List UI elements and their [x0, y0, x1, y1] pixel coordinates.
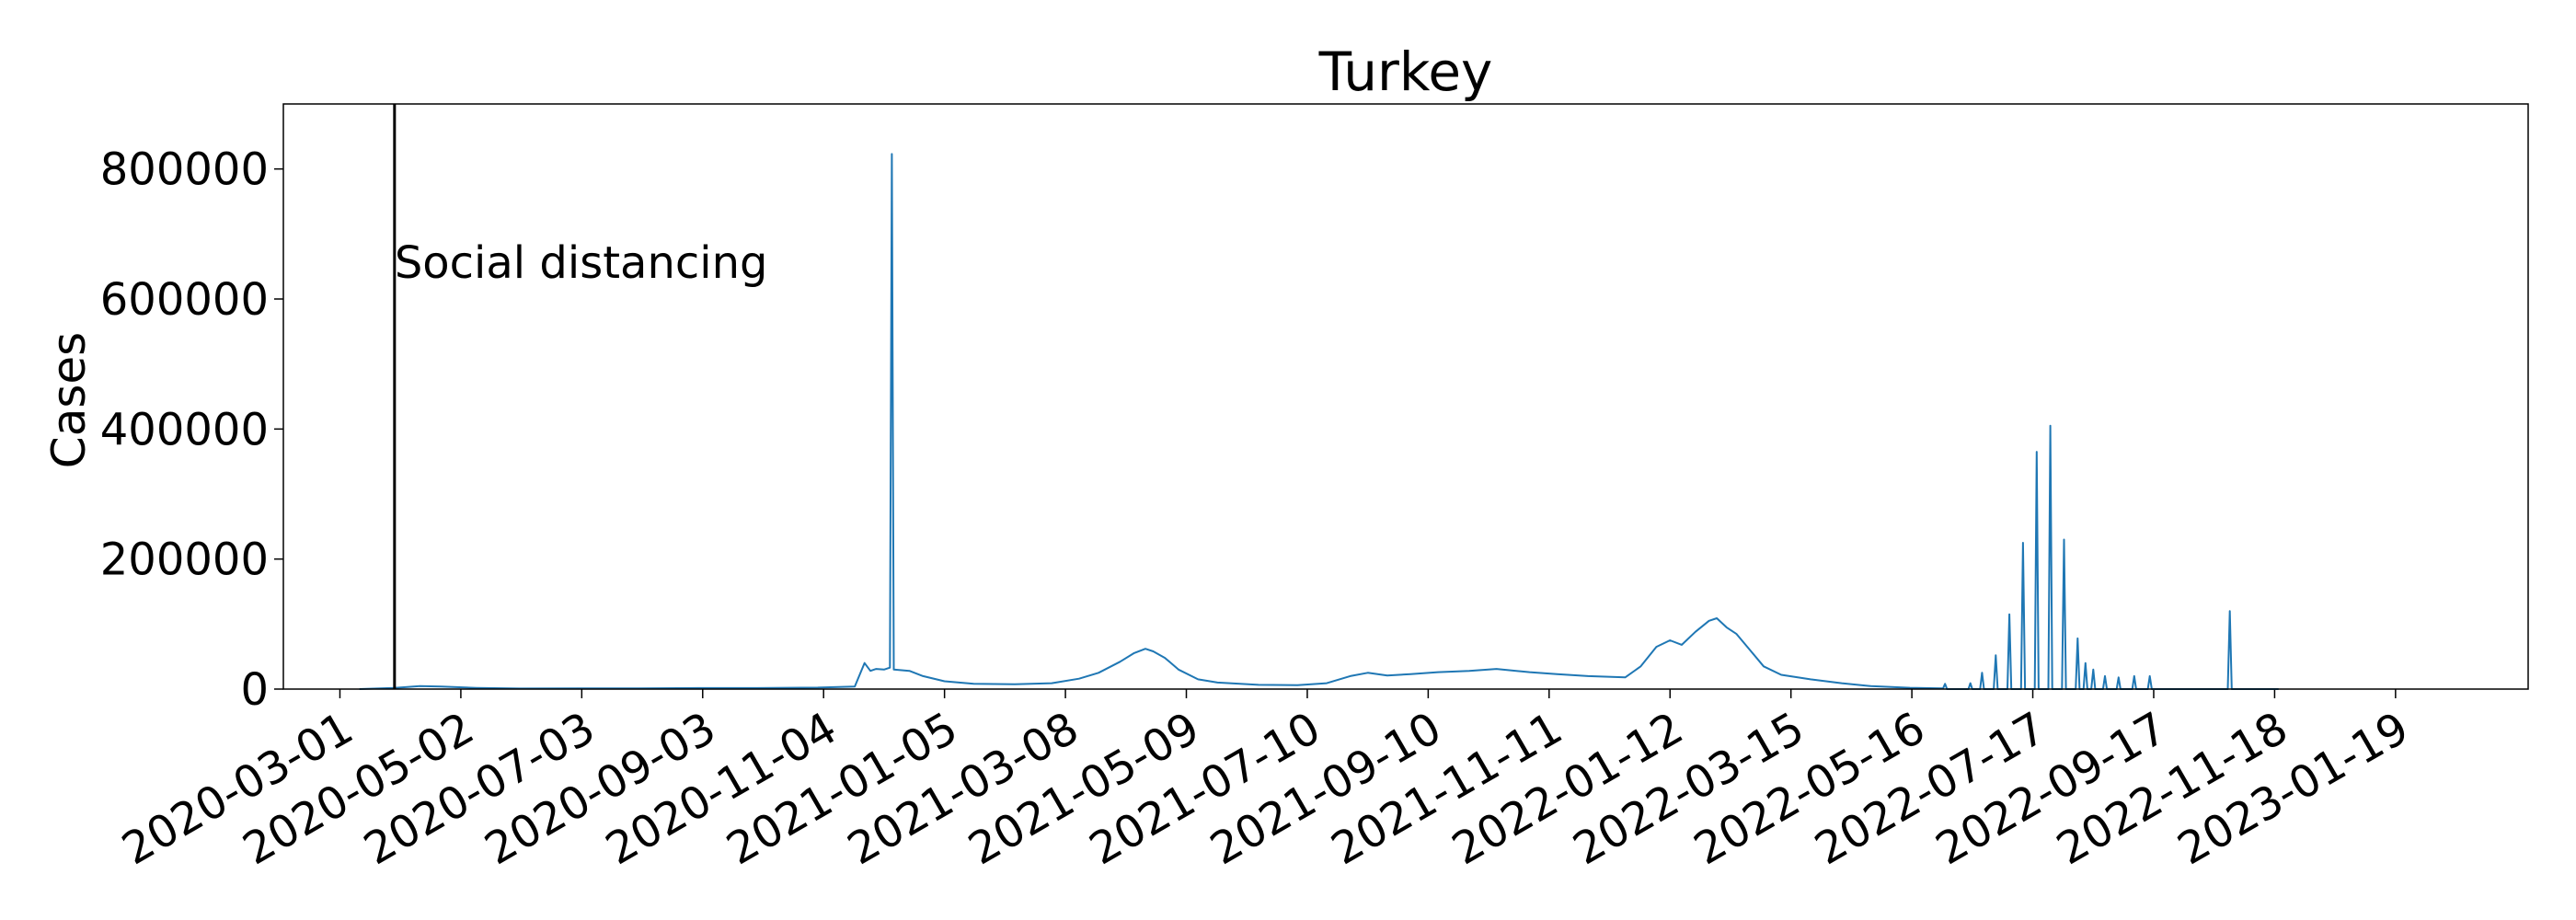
y-tick-label-0: 0 — [240, 664, 269, 716]
series-line-0 — [359, 153, 2279, 690]
y-axis-label: Cases — [42, 332, 96, 468]
chart-title: Turkey — [1318, 40, 1493, 103]
y-tick-label-4: 800000 — [100, 144, 269, 196]
y-tick-label-1: 200000 — [100, 535, 269, 586]
plot-marks — [359, 153, 2279, 690]
x-axis-ticks: 2020-03-012020-05-022020-07-032020-09-03… — [113, 689, 2417, 875]
plot-frame — [282, 103, 2529, 690]
y-tick-label-2: 400000 — [100, 404, 269, 455]
y-axis-ticks: 0 200000 400000 600000 800000 — [100, 144, 283, 716]
annotation-label: Social distancing — [395, 237, 768, 289]
y-tick-label-3: 600000 — [100, 274, 269, 326]
annotation: Social distancing — [393, 104, 768, 689]
